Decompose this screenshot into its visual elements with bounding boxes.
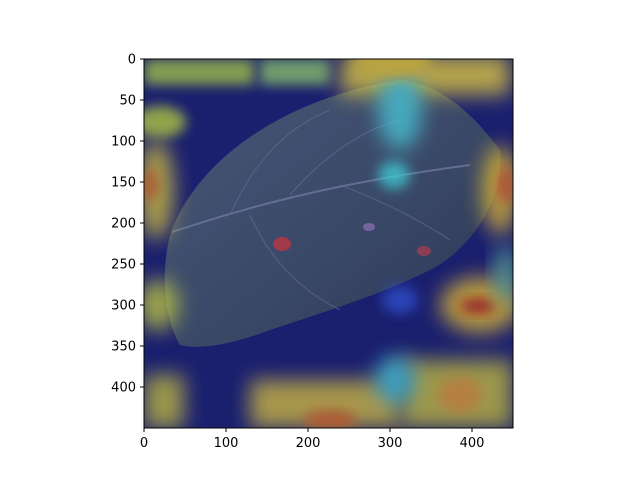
- heat-region: [144, 279, 178, 331]
- axes-frame: [143, 58, 514, 429]
- heat-region: [144, 59, 254, 85]
- y-tick-label: 400: [111, 381, 136, 396]
- heat-region: [144, 106, 186, 138]
- x-axis: 0 100 200 300 400: [140, 428, 485, 451]
- y-tick-label: 150: [111, 176, 136, 191]
- y-tick-label: 250: [111, 258, 136, 273]
- heat-region: [144, 169, 158, 201]
- leaf-vein: [249, 214, 341, 311]
- heat-region: [460, 299, 496, 313]
- heat-region: [144, 140, 174, 240]
- leaf-vein: [339, 184, 451, 241]
- y-tick-label: 0: [128, 53, 136, 68]
- heat-region: [498, 167, 513, 203]
- x-tick-label: 300: [378, 436, 403, 451]
- heatmap-overlay: [144, 59, 513, 428]
- heat-region: [378, 70, 422, 150]
- heat-region: [382, 286, 418, 314]
- heat-region: [495, 245, 513, 305]
- y-tick-label: 100: [111, 135, 136, 150]
- heatmap-image: [144, 59, 513, 428]
- leaf-spot: [363, 223, 375, 231]
- y-tick-label: 350: [111, 340, 136, 355]
- leaf-midrib: [171, 164, 471, 233]
- heat-region: [375, 356, 415, 404]
- x-tick-label: 100: [214, 436, 239, 451]
- heat-region: [260, 59, 330, 85]
- heat-region: [438, 377, 482, 413]
- x-tick-label: 0: [140, 436, 148, 451]
- leaf-vein: [229, 109, 331, 216]
- heat-region: [304, 410, 356, 428]
- leaf-shape: [164, 80, 501, 347]
- y-tick-label: 50: [119, 94, 136, 109]
- leaf-spot: [273, 237, 291, 251]
- y-tick-label: 300: [111, 299, 136, 314]
- x-tick-label: 200: [296, 436, 321, 451]
- heat-region: [352, 59, 432, 78]
- heat-region: [144, 375, 184, 428]
- heat-region: [378, 161, 410, 189]
- x-tick-label: 400: [460, 436, 485, 451]
- leaf-spot: [417, 246, 431, 256]
- y-tick-label: 200: [111, 217, 136, 232]
- leaf-photo: [164, 80, 501, 347]
- y-axis: 0 50 100 150 200 250 300 350 400: [111, 53, 144, 396]
